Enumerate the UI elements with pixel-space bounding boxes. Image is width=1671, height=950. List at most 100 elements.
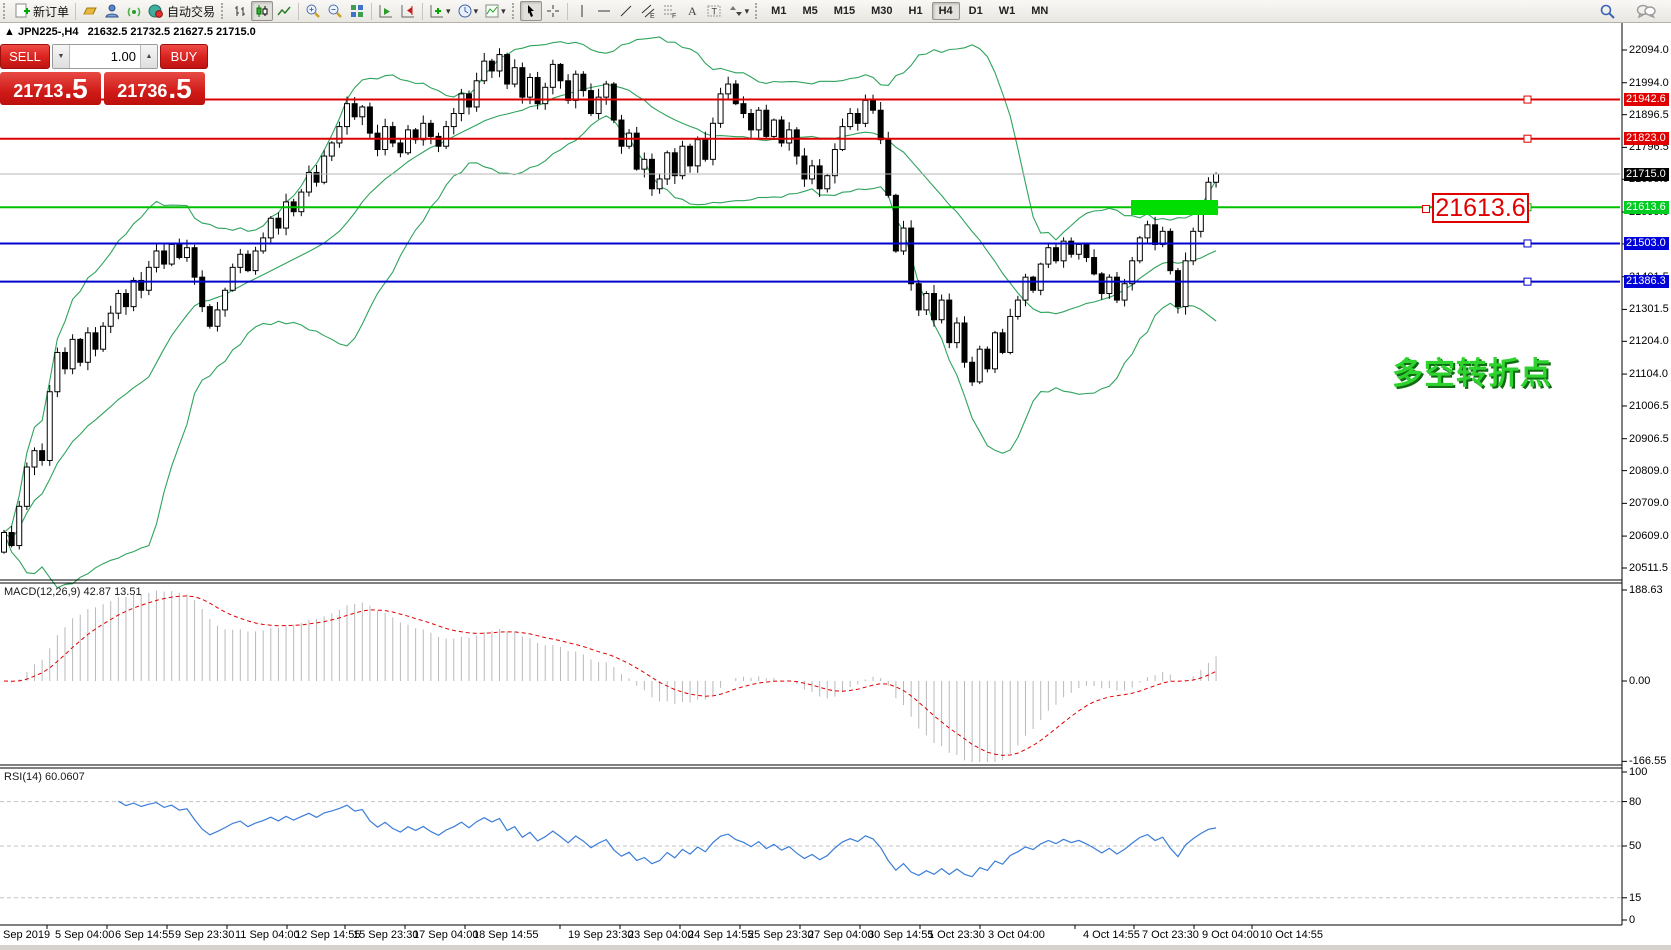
rsi-axis-tick: 80 bbox=[1629, 795, 1642, 808]
candle-bullish bbox=[237, 253, 244, 268]
candle-bearish bbox=[1098, 273, 1105, 295]
candle-bearish bbox=[1052, 247, 1059, 262]
sell-button[interactable]: SELL bbox=[0, 44, 50, 69]
volume-decrease-button[interactable]: ▼ bbox=[53, 45, 70, 68]
price-axis-tick: 20511.5 bbox=[1629, 562, 1668, 574]
channel-button[interactable]: E bbox=[637, 1, 659, 21]
timeframe-m15[interactable]: M15 bbox=[833, 5, 856, 17]
horizontal-line-button[interactable] bbox=[593, 1, 615, 21]
search-button[interactable] bbox=[1596, 1, 1619, 21]
candle-bearish bbox=[915, 283, 922, 311]
timeframe-w1[interactable]: W1 bbox=[998, 5, 1016, 17]
candle-bearish bbox=[778, 119, 785, 144]
chart-plot[interactable] bbox=[0, 23, 1671, 945]
bar-chart-button[interactable] bbox=[229, 1, 251, 21]
price-axis-tick: 21204.0 bbox=[1629, 335, 1669, 348]
charts-profile-button[interactable] bbox=[79, 1, 101, 21]
candle-bullish bbox=[709, 122, 716, 160]
candle-bullish bbox=[305, 171, 312, 193]
price-callout-box[interactable]: 21613.6 bbox=[1432, 193, 1529, 223]
trendline-button[interactable] bbox=[615, 1, 637, 21]
candle-bullish bbox=[450, 113, 457, 128]
timeframe-h1[interactable]: H1 bbox=[908, 5, 923, 17]
toolbar-grip[interactable] bbox=[511, 3, 517, 19]
price-line-badge: 21823.0 bbox=[1624, 132, 1669, 146]
toolbar-grip[interactable] bbox=[755, 3, 760, 19]
price-line-badge: 21386.3 bbox=[1624, 275, 1669, 289]
time-axis-label: 3 Oct 04:00 bbox=[988, 929, 1045, 941]
time-axis-label: 15 Sep 23:30 bbox=[353, 929, 419, 941]
toolbar-grip[interactable] bbox=[3, 3, 8, 19]
candle-bearish bbox=[374, 132, 381, 151]
text-label-icon: T bbox=[706, 3, 722, 19]
candle-bullish bbox=[31, 450, 38, 468]
autotrading-button[interactable]: 自动交易 bbox=[145, 1, 218, 21]
rsi-label: RSI(14) 60.0607 bbox=[4, 771, 85, 783]
timeframe-m30[interactable]: M30 bbox=[871, 5, 893, 17]
candle-bearish bbox=[77, 338, 84, 363]
time-axis-label: 6 Sep 14:55 bbox=[115, 929, 175, 941]
price-axis-tick: 21896.5 bbox=[1629, 108, 1669, 121]
indicators-button[interactable]: ▾ bbox=[426, 1, 454, 21]
candle-bearish bbox=[1030, 276, 1037, 291]
timeframe-mn[interactable]: MN bbox=[1031, 5, 1049, 17]
chat-button[interactable] bbox=[1633, 1, 1659, 21]
candle-bearish bbox=[1113, 276, 1120, 301]
autotrading-icon bbox=[148, 3, 164, 19]
buy-button[interactable]: BUY bbox=[160, 44, 208, 69]
candle-bullish bbox=[481, 60, 488, 82]
volume-increase-button[interactable]: ▲ bbox=[140, 45, 157, 68]
volume-input[interactable] bbox=[70, 45, 140, 68]
candle-bearish bbox=[892, 194, 899, 252]
crosshair-button[interactable] bbox=[542, 1, 564, 21]
timeframe-m5[interactable]: M5 bbox=[802, 5, 818, 17]
symbol-name: JPN225-,H4 bbox=[17, 26, 79, 38]
arrows-button[interactable]: ▾ bbox=[725, 1, 753, 21]
svg-text:F: F bbox=[672, 13, 676, 19]
timeframe-m1[interactable]: M1 bbox=[771, 5, 787, 17]
candle-bullish bbox=[755, 109, 762, 131]
window-bottom-edge bbox=[0, 945, 1671, 950]
candle-bullish bbox=[1106, 276, 1113, 295]
templates-icon bbox=[484, 3, 500, 19]
fibonacci-button[interactable]: F bbox=[659, 1, 681, 21]
candle-bullish bbox=[496, 54, 503, 72]
auto-scroll-button[interactable] bbox=[375, 1, 397, 21]
text-button[interactable]: A bbox=[681, 1, 703, 21]
timeframe-h4[interactable]: H4 bbox=[931, 2, 960, 20]
note-text[interactable]: 多空转折点 bbox=[1392, 356, 1552, 391]
toolbar-grip[interactable] bbox=[221, 3, 226, 19]
toolbar: 新订单 自动交易 ▾ ▾ bbox=[0, 0, 1671, 23]
candle-bullish bbox=[1014, 299, 1021, 317]
zoom-in-button[interactable] bbox=[302, 1, 324, 21]
sell-price-display[interactable]: 21713 .5 bbox=[0, 72, 101, 105]
zoom-out-button[interactable] bbox=[324, 1, 346, 21]
text-label-button[interactable]: T bbox=[703, 1, 725, 21]
candle-bearish bbox=[206, 306, 213, 327]
timeframe-d1[interactable]: D1 bbox=[968, 5, 983, 17]
buy-price-display[interactable]: 21736 .5 bbox=[104, 72, 205, 105]
vertical-line-button[interactable] bbox=[571, 1, 593, 21]
auto-scroll-icon bbox=[378, 3, 394, 19]
hline-anchor-marker[interactable] bbox=[1422, 205, 1430, 213]
candle-bearish bbox=[122, 293, 129, 308]
candle-bullish bbox=[359, 106, 366, 118]
candle-bearish bbox=[740, 103, 747, 115]
time-axis-label: 11 Sep 04:00 bbox=[235, 929, 300, 941]
line-chart-button[interactable] bbox=[273, 1, 295, 21]
arrows-icon bbox=[728, 3, 744, 19]
new-order-button[interactable]: 新订单 bbox=[11, 1, 72, 21]
candlestick-button[interactable] bbox=[251, 1, 274, 21]
rsi-axis-tick: 0 bbox=[1629, 914, 1636, 926]
sell-price-main: 21713 bbox=[13, 81, 64, 101]
chart-shift-button[interactable] bbox=[397, 1, 419, 21]
terminal-button[interactable] bbox=[101, 1, 123, 21]
text-icon: A bbox=[684, 3, 700, 19]
templates-button[interactable]: ▾ bbox=[481, 1, 509, 21]
candle-bearish bbox=[488, 60, 495, 72]
signals-button[interactable] bbox=[123, 1, 145, 21]
periods-button[interactable]: ▾ bbox=[454, 1, 482, 21]
bollinger-upper-band bbox=[3, 36, 1217, 533]
cursor-button[interactable] bbox=[519, 1, 542, 21]
tile-windows-button[interactable] bbox=[346, 1, 368, 21]
